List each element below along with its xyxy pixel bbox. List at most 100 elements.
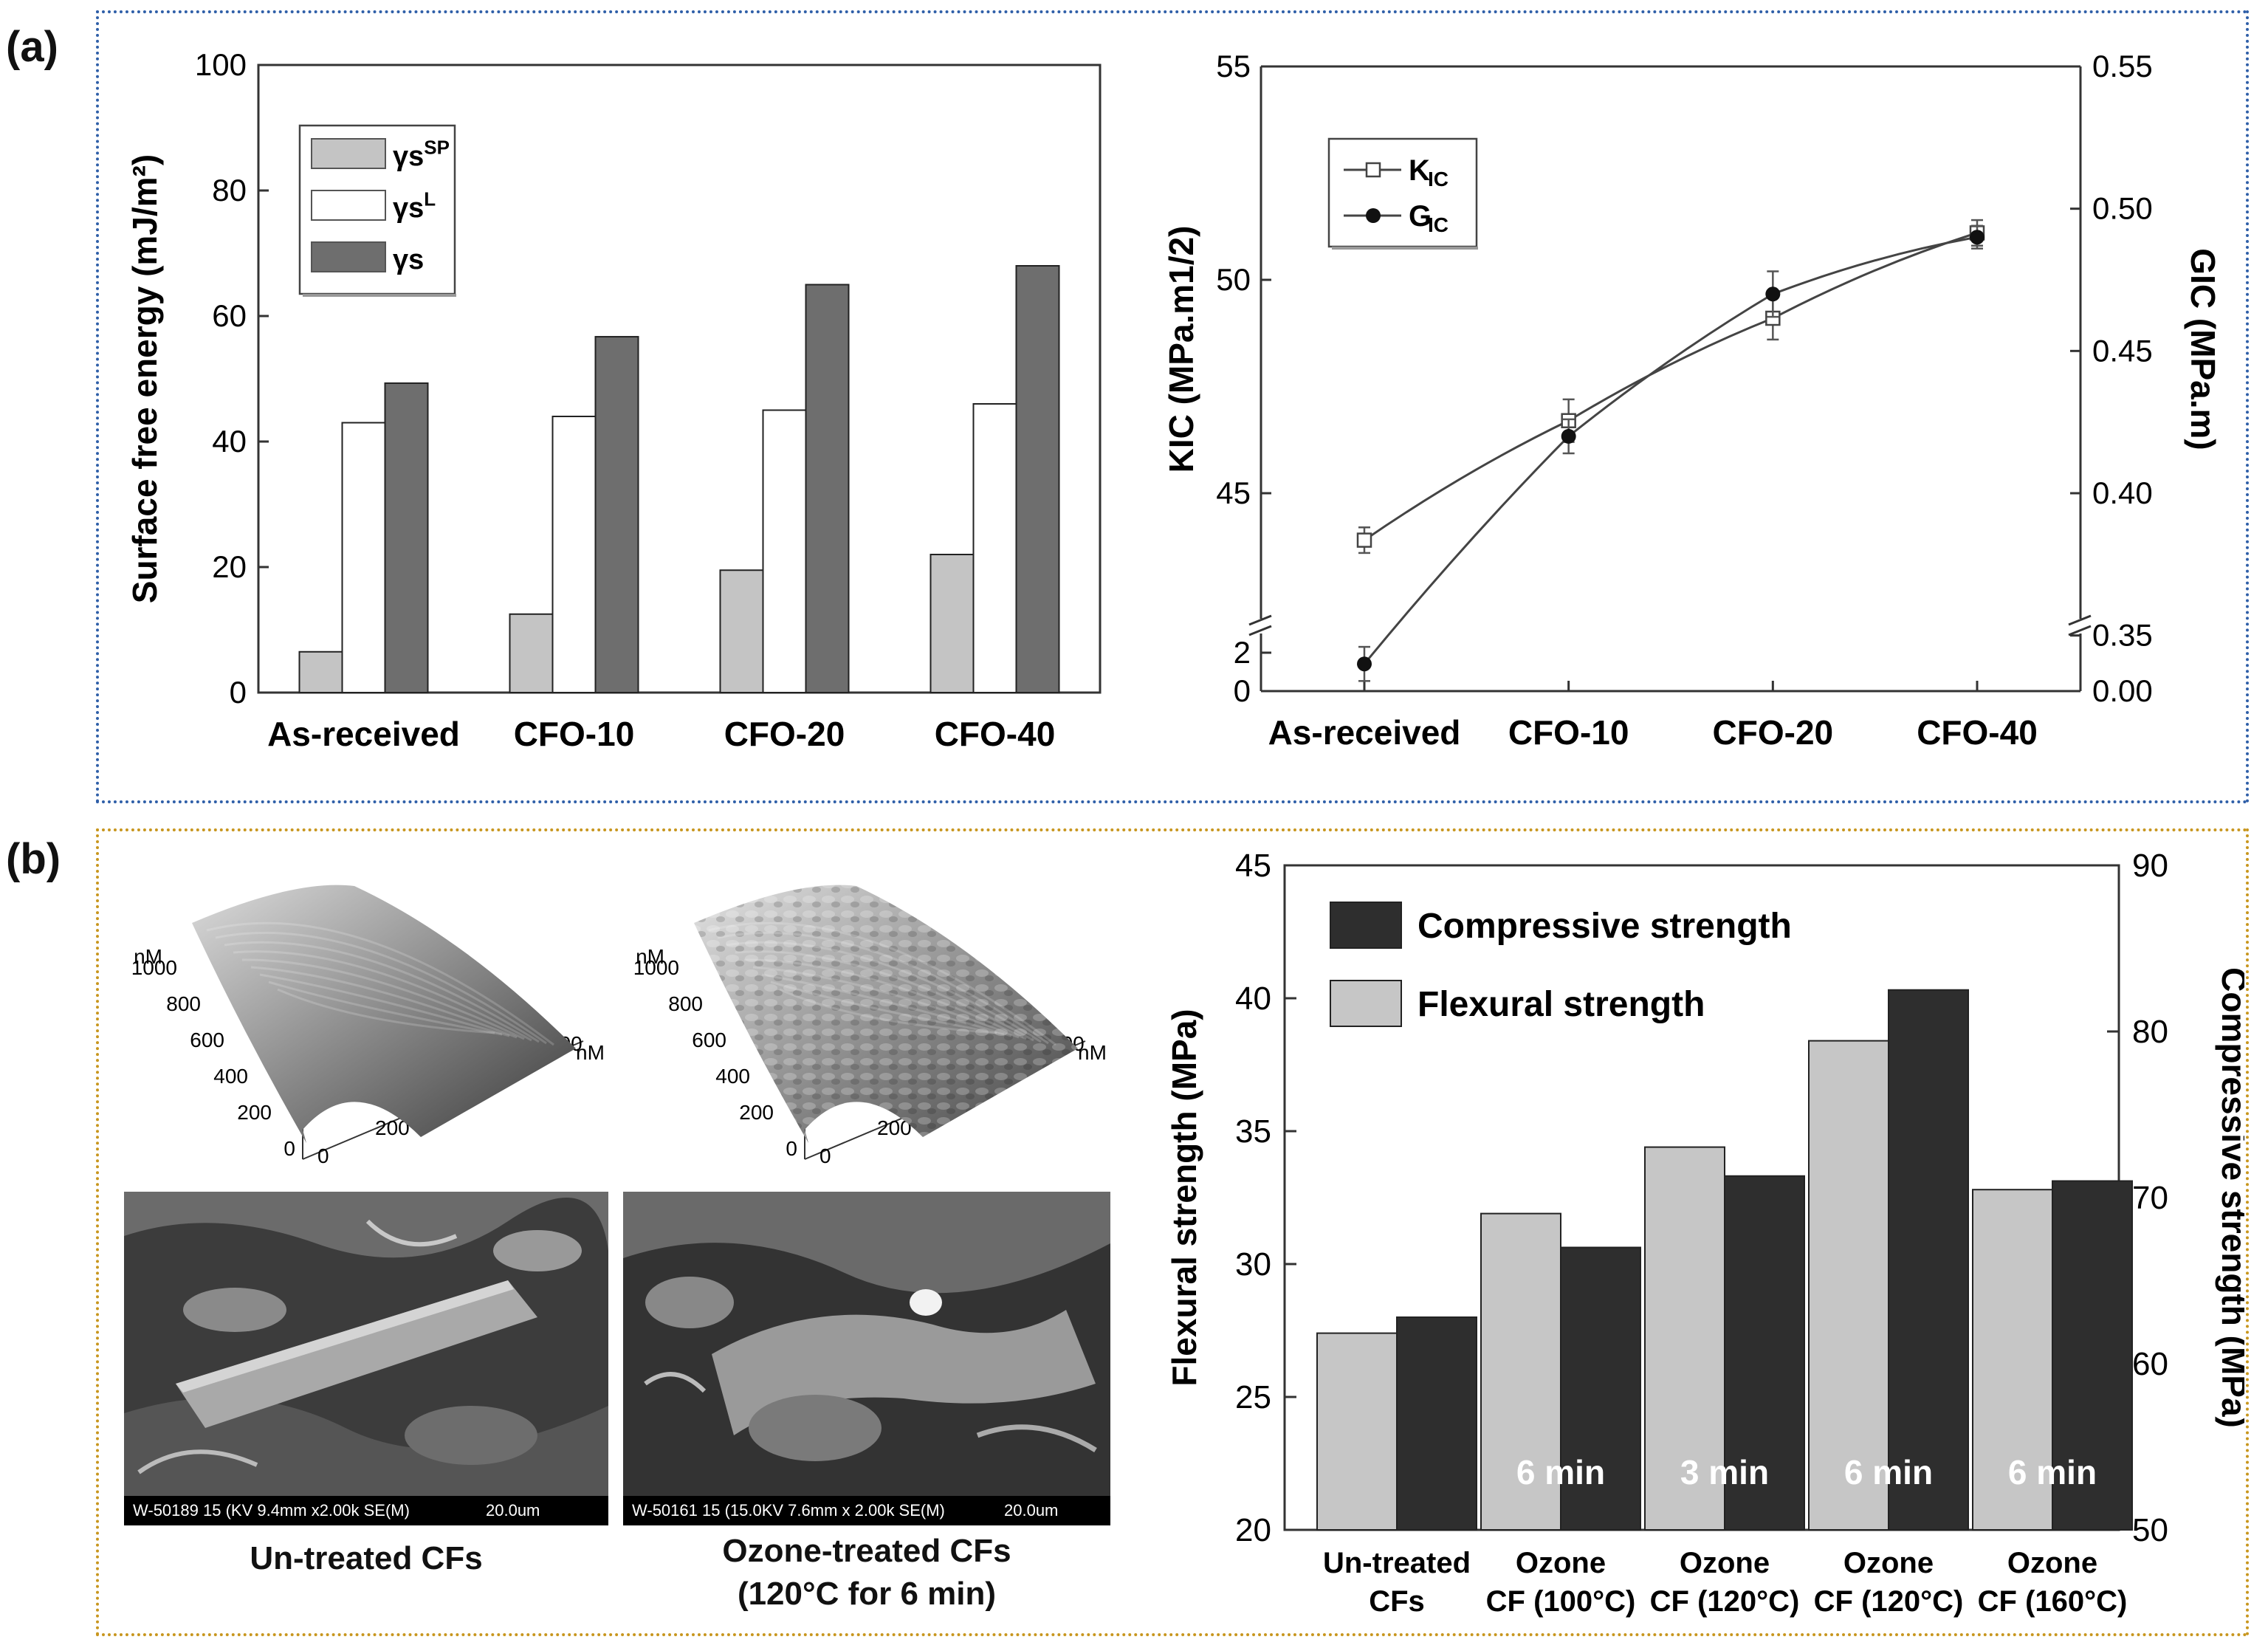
left-axis-title: Flexural strength (MPa) bbox=[1165, 1009, 1203, 1386]
afm-ozone-surface-ridge bbox=[743, 958, 1027, 1040]
y-tick-label: 40 bbox=[212, 424, 247, 459]
right-tick-label: 0.00 bbox=[2092, 673, 2153, 708]
right-tick-label: 0.55 bbox=[2092, 49, 2153, 83]
legend-subscript: IC bbox=[1428, 213, 1449, 236]
afm-ozone-surface-ridge bbox=[770, 981, 1005, 1036]
y-tick-label: 100 bbox=[195, 47, 247, 82]
duration-label: 3 min bbox=[1680, 1453, 1769, 1491]
afm-ozone-z-tick-label: 800 bbox=[668, 992, 703, 1015]
sem-info-bar-ozone: W-50161 15 (15.0KV 7.6mm x 2.00k SE(M) 2… bbox=[623, 1496, 1110, 1525]
afm-untreated-surface-ridge bbox=[233, 950, 532, 1042]
right-tick-label: 90 bbox=[2132, 848, 2168, 884]
sem-image-ozone: W-50161 15 (15.0KV 7.6mm x 2.00k SE(M) 2… bbox=[623, 1192, 1110, 1525]
x-tick-label: CFO-40 bbox=[935, 715, 1056, 753]
afm-untreated-surface bbox=[192, 885, 576, 1143]
bar bbox=[384, 382, 429, 693]
x-tick-label: CFO-20 bbox=[724, 715, 845, 753]
right-tick-label: 60 bbox=[2132, 1346, 2168, 1382]
caption-ozone: Ozone-treated CFs (120°C for 6 min) bbox=[623, 1530, 1110, 1616]
afm-untreated-z-tick-label: 400 bbox=[213, 1065, 248, 1088]
bar bbox=[805, 284, 850, 693]
point-marker bbox=[1561, 428, 1576, 444]
right-tick-label: 50 bbox=[2132, 1512, 2168, 1548]
plot-frame bbox=[257, 63, 1102, 694]
left-tick-label: 20 bbox=[1235, 1512, 1271, 1548]
right-tick-label: 0.45 bbox=[2092, 333, 2153, 368]
afm-ozone-x-tick-label: 0 bbox=[819, 1144, 831, 1167]
axis-break-mark bbox=[2068, 614, 2092, 626]
afm-ozone-surface-texture bbox=[694, 885, 1078, 1143]
caption-untreated-line1: Un-treated CFs bbox=[250, 1540, 483, 1576]
left-tick-label: 40 bbox=[1235, 981, 1271, 1017]
afm-untreated-surface-ridge bbox=[215, 931, 547, 1045]
axis-break-mark bbox=[1248, 614, 1272, 626]
left-tick-label: 50 bbox=[1216, 262, 1251, 297]
bar bbox=[551, 416, 597, 693]
afm-untreated-z-tick-label: 200 bbox=[237, 1101, 272, 1124]
y-tick-label: 60 bbox=[212, 298, 247, 333]
fracture-toughness-chart: 02 45 50 55 0.00 0.35 0.40 0.45 0.50 0.55 KIC (MPa… bbox=[1162, 49, 2222, 752]
x-tick-label: CFO-10 bbox=[514, 715, 635, 753]
sem-texture-untreated bbox=[124, 1192, 608, 1496]
axis-break-mark bbox=[2068, 625, 2092, 636]
legend-label: Flexural strength bbox=[1418, 985, 1705, 1024]
bar bbox=[2052, 1180, 2133, 1531]
bar bbox=[1316, 1332, 1398, 1531]
afm-untreated-z-tick-label: 600 bbox=[190, 1029, 224, 1051]
bar bbox=[1888, 989, 1969, 1531]
right-axis-title: GIC (MPa.m) bbox=[2184, 248, 2222, 450]
duration-label: 6 min bbox=[2008, 1453, 2097, 1491]
left-tick-label: 25 bbox=[1235, 1379, 1271, 1415]
right-tick-label: 70 bbox=[2132, 1180, 2168, 1216]
afm-untreated-x-unit: nM bbox=[576, 1041, 605, 1064]
panel-a-label: (a) bbox=[6, 23, 58, 71]
caption-ozone-line1: Ozone-treated CFs bbox=[722, 1533, 1011, 1569]
right-axis-title: Compressive strength (MPa) bbox=[2215, 967, 2244, 1428]
afm-untreated-z-unit: nM bbox=[134, 945, 162, 968]
left-tick-label: 45 bbox=[1235, 848, 1271, 884]
afm-ozone-surface-ridge bbox=[735, 950, 1034, 1042]
bar bbox=[762, 409, 807, 693]
afm-untreated-surface-ridge bbox=[250, 966, 518, 1039]
x-tick-label: CFO-10 bbox=[1508, 713, 1629, 752]
bar bbox=[594, 336, 639, 693]
legend-marker bbox=[1365, 162, 1381, 178]
bar bbox=[929, 554, 975, 693]
afm-ozone-z-tick-label: 600 bbox=[692, 1029, 726, 1051]
x-tick-label: As-received bbox=[1268, 713, 1461, 752]
legend-subscript: IC bbox=[1428, 168, 1449, 190]
left-tick-label: 35 bbox=[1235, 1113, 1271, 1150]
left-tick-label: 30 bbox=[1235, 1246, 1271, 1283]
right-tick-label: 80 bbox=[2132, 1014, 2168, 1050]
x-tick-label: CF (120°C) bbox=[1650, 1585, 1800, 1618]
afm-ozone-surface-ridge bbox=[779, 988, 997, 1034]
afm-untreated-surface-ridge bbox=[268, 981, 503, 1036]
duration-label: 6 min bbox=[1516, 1453, 1605, 1491]
left-tick-label: 45 bbox=[1216, 475, 1251, 510]
afm-ozone-z-unit: nM bbox=[636, 945, 664, 968]
y-tick-label: 0 bbox=[230, 675, 247, 710]
x-tick-label: CF (160°C) bbox=[1978, 1585, 2128, 1618]
bar bbox=[1396, 1316, 1477, 1531]
afm-untreated-z-tick-label: 800 bbox=[166, 992, 201, 1015]
right-tick-label: 0.35 bbox=[2092, 618, 2153, 653]
afm-ozone-surface-ridge bbox=[717, 931, 1049, 1045]
axis-break-mark bbox=[1248, 625, 1272, 636]
right-tick-label: 0.50 bbox=[2092, 191, 2153, 226]
afm-untreated-surface-ridge bbox=[206, 921, 554, 1046]
legend-label: Compressive strength bbox=[1418, 907, 1792, 946]
strength-chart: 20 25 30 35 40 45 50 60 70 80 90 Flexural strength … bbox=[1165, 848, 2244, 1618]
legend-label: G bbox=[1409, 200, 1432, 233]
legend-swatch bbox=[1330, 902, 1402, 949]
x-tick-label: As-received bbox=[267, 715, 460, 753]
panel-b-label: (b) bbox=[6, 835, 61, 883]
afm-untreated-x-tick-label: 0 bbox=[317, 1144, 329, 1167]
bar bbox=[341, 422, 386, 693]
series-line bbox=[1364, 231, 1978, 541]
y-tick-label: 20 bbox=[212, 549, 247, 584]
afm-ozone-z-tick-label: 1000 bbox=[633, 956, 679, 979]
legend-swatch bbox=[311, 138, 386, 169]
sem-info-bar-untreated: W-50189 15 (KV 9.4mm x2.00k SE(M) 20.0um bbox=[124, 1496, 608, 1525]
afm-ozone-surface-ridge bbox=[726, 941, 1042, 1043]
legend-label: γs bbox=[393, 244, 424, 275]
